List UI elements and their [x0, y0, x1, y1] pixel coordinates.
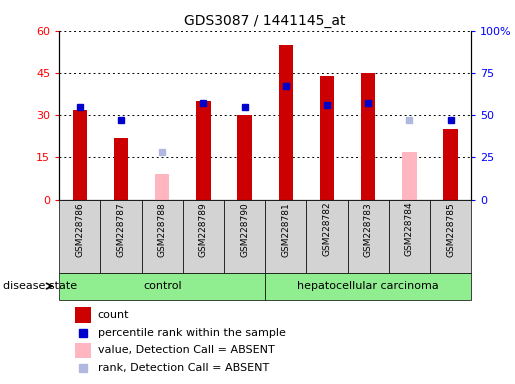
Bar — [155, 174, 169, 200]
Bar — [389, 200, 430, 273]
Text: percentile rank within the sample: percentile rank within the sample — [98, 328, 285, 338]
Bar — [75, 307, 91, 323]
Bar — [196, 101, 211, 200]
Bar — [73, 109, 87, 200]
Bar — [224, 200, 265, 273]
Bar — [306, 200, 348, 273]
Bar — [100, 200, 142, 273]
Bar — [265, 200, 306, 273]
Text: control: control — [143, 281, 182, 291]
Bar — [59, 273, 265, 300]
Title: GDS3087 / 1441145_at: GDS3087 / 1441145_at — [184, 14, 346, 28]
Bar — [142, 200, 183, 273]
Text: GSM228788: GSM228788 — [158, 202, 167, 257]
Bar — [265, 273, 471, 300]
Text: GSM228782: GSM228782 — [322, 202, 332, 257]
Text: GSM228783: GSM228783 — [364, 202, 373, 257]
Text: GSM228784: GSM228784 — [405, 202, 414, 257]
Bar — [430, 200, 471, 273]
Bar — [183, 200, 224, 273]
Text: rank, Detection Call = ABSENT: rank, Detection Call = ABSENT — [98, 363, 269, 373]
Text: GSM228786: GSM228786 — [75, 202, 84, 257]
Text: count: count — [98, 310, 129, 320]
Bar — [348, 200, 389, 273]
Text: disease state: disease state — [3, 281, 77, 291]
Bar — [320, 76, 334, 200]
Text: GSM228785: GSM228785 — [446, 202, 455, 257]
Bar — [443, 129, 458, 200]
Text: GSM228787: GSM228787 — [116, 202, 126, 257]
Bar — [402, 152, 417, 200]
Bar — [279, 45, 293, 200]
Bar — [75, 343, 91, 358]
Bar — [59, 200, 100, 273]
Text: value, Detection Call = ABSENT: value, Detection Call = ABSENT — [98, 345, 274, 355]
Bar — [237, 115, 252, 200]
Text: GSM228781: GSM228781 — [281, 202, 290, 257]
Text: hepatocellular carcinoma: hepatocellular carcinoma — [297, 281, 439, 291]
Text: GSM228789: GSM228789 — [199, 202, 208, 257]
Bar — [114, 138, 128, 200]
Text: GSM228790: GSM228790 — [240, 202, 249, 257]
Bar — [361, 73, 375, 200]
